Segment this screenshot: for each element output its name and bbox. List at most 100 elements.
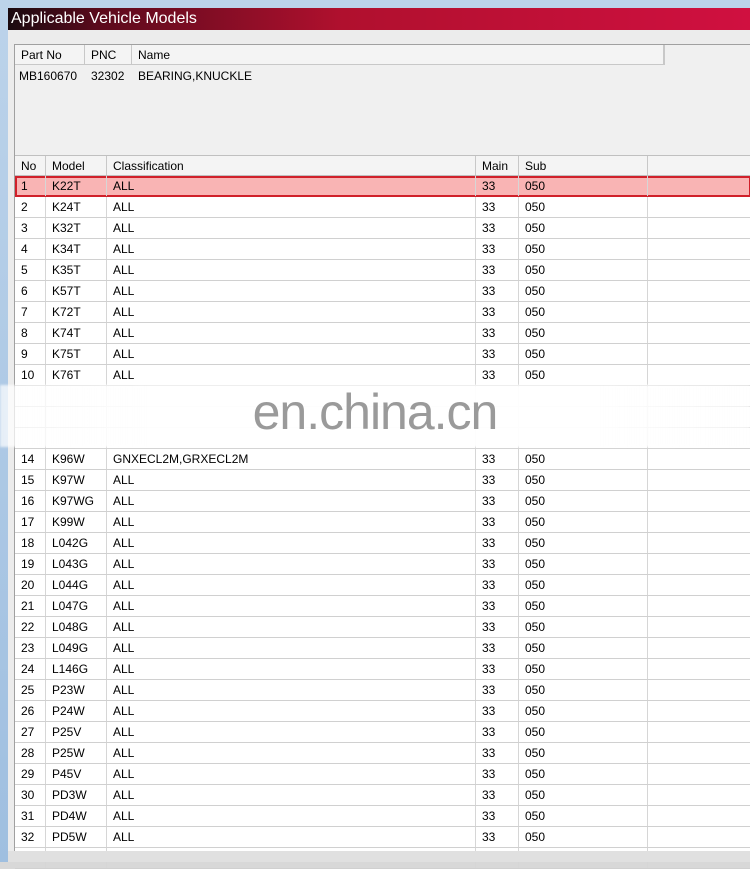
row-sub: 050	[519, 176, 648, 196]
table-row[interactable]: 1 K22T ALL 33 050	[15, 176, 750, 197]
row-sub: 050	[519, 575, 648, 595]
table-row[interactable]: 6 K57T ALL 33 050	[15, 281, 750, 302]
row-classification: GNXECL2M,GRXECL2M	[107, 449, 476, 469]
row-no: 28	[15, 743, 46, 763]
table-row[interactable]: 30 PD3W ALL 33 050	[15, 785, 750, 806]
column-header-name[interactable]: Name	[132, 45, 664, 64]
row-sub: 050	[519, 344, 648, 364]
row-empty	[648, 470, 750, 490]
watermark-band	[0, 385, 750, 447]
table-row[interactable]: 3 K32T ALL 33 050	[15, 218, 750, 239]
row-classification: ALL	[107, 806, 476, 826]
part-row[interactable]: MB160670 32302 BEARING,KNUCKLE	[15, 66, 665, 86]
table-row[interactable]: 4 K34T ALL 33 050	[15, 239, 750, 260]
row-empty	[648, 281, 750, 301]
row-classification: ALL	[107, 701, 476, 721]
row-empty	[648, 533, 750, 553]
table-row[interactable]: 29 P45V ALL 33 050	[15, 764, 750, 785]
row-main: 33	[476, 218, 519, 238]
table-row[interactable]: 2 K24T ALL 33 050	[15, 197, 750, 218]
table-row[interactable]: 20 L044G ALL 33 050	[15, 575, 750, 596]
table-row[interactable]: 32 PD5W ALL 33 050	[15, 827, 750, 848]
column-header-pnc[interactable]: PNC	[85, 45, 132, 64]
table-row[interactable]: 7 K72T ALL 33 050	[15, 302, 750, 323]
table-row[interactable]: 9 K75T ALL 33 050	[15, 344, 750, 365]
row-classification: ALL	[107, 260, 476, 280]
row-empty	[648, 575, 750, 595]
table-row[interactable]: 26 P24W ALL 33 050	[15, 701, 750, 722]
row-classification: ALL	[107, 827, 476, 847]
row-model: K22T	[46, 176, 107, 196]
table-row[interactable]: 19 L043G ALL 33 050	[15, 554, 750, 575]
column-header-sub[interactable]: Sub	[519, 156, 648, 175]
row-no: 5	[15, 260, 46, 280]
row-classification: ALL	[107, 197, 476, 217]
row-classification: ALL	[107, 680, 476, 700]
part-no: MB160670	[19, 69, 78, 83]
row-main: 33	[476, 239, 519, 259]
row-no: 22	[15, 617, 46, 637]
table-row[interactable]: 5 K35T ALL 33 050	[15, 260, 750, 281]
row-model: L043G	[46, 554, 107, 574]
row-main: 33	[476, 827, 519, 847]
table-row[interactable]: 14 K96W GNXECL2M,GRXECL2M 33 050	[15, 449, 750, 470]
row-no: 4	[15, 239, 46, 259]
row-main: 33	[476, 638, 519, 658]
table-row[interactable]: 18 L042G ALL 33 050	[15, 533, 750, 554]
column-header-part-no[interactable]: Part No	[15, 45, 85, 64]
row-empty	[648, 659, 750, 679]
row-no: 17	[15, 512, 46, 532]
row-empty	[648, 722, 750, 742]
row-empty	[648, 512, 750, 532]
table-row[interactable]: 31 PD4W ALL 33 050	[15, 806, 750, 827]
row-sub: 050	[519, 701, 648, 721]
row-sub: 050	[519, 659, 648, 679]
column-header-main[interactable]: Main	[476, 156, 519, 175]
row-empty	[648, 323, 750, 343]
table-row[interactable]: 24 L146G ALL 33 050	[15, 659, 750, 680]
row-no: 14	[15, 449, 46, 469]
table-row[interactable]: 21 L047G ALL 33 050	[15, 596, 750, 617]
row-sub: 050	[519, 554, 648, 574]
row-classification: ALL	[107, 743, 476, 763]
row-no: 16	[15, 491, 46, 511]
column-header-model[interactable]: Model	[46, 156, 107, 175]
row-model: K34T	[46, 239, 107, 259]
table-row[interactable]: 15 K97W ALL 33 050	[15, 470, 750, 491]
row-main: 33	[476, 365, 519, 385]
row-main: 33	[476, 743, 519, 763]
table-row[interactable]: 22 L048G ALL 33 050	[15, 617, 750, 638]
row-model: K97WG	[46, 491, 107, 511]
row-classification: ALL	[107, 785, 476, 805]
row-classification: ALL	[107, 323, 476, 343]
row-sub: 050	[519, 827, 648, 847]
column-header-classification[interactable]: Classification	[107, 156, 476, 175]
row-main: 33	[476, 470, 519, 490]
row-main: 33	[476, 449, 519, 469]
row-classification: ALL	[107, 638, 476, 658]
row-main: 33	[476, 722, 519, 742]
row-main: 33	[476, 701, 519, 721]
row-classification: ALL	[107, 722, 476, 742]
row-classification: ALL	[107, 176, 476, 196]
table-row[interactable]: 23 L049G ALL 33 050	[15, 638, 750, 659]
row-model: L042G	[46, 533, 107, 553]
table-row[interactable]: 25 P23W ALL 33 050	[15, 680, 750, 701]
row-model: P24W	[46, 701, 107, 721]
row-model: K96W	[46, 449, 107, 469]
table-row[interactable]: 16 K97WG ALL 33 050	[15, 491, 750, 512]
row-model: K35T	[46, 260, 107, 280]
row-empty	[648, 176, 750, 196]
row-model: K24T	[46, 197, 107, 217]
table-row[interactable]: 8 K74T ALL 33 050	[15, 323, 750, 344]
table-row[interactable]: 28 P25W ALL 33 050	[15, 743, 750, 764]
row-no: 26	[15, 701, 46, 721]
row-sub: 050	[519, 281, 648, 301]
row-model: P25W	[46, 743, 107, 763]
table-row[interactable]: 27 P25V ALL 33 050	[15, 722, 750, 743]
column-header-no[interactable]: No	[15, 156, 46, 175]
table-row[interactable]: 17 K99W ALL 33 050	[15, 512, 750, 533]
row-model: L047G	[46, 596, 107, 616]
row-classification: ALL	[107, 575, 476, 595]
row-classification: ALL	[107, 218, 476, 238]
